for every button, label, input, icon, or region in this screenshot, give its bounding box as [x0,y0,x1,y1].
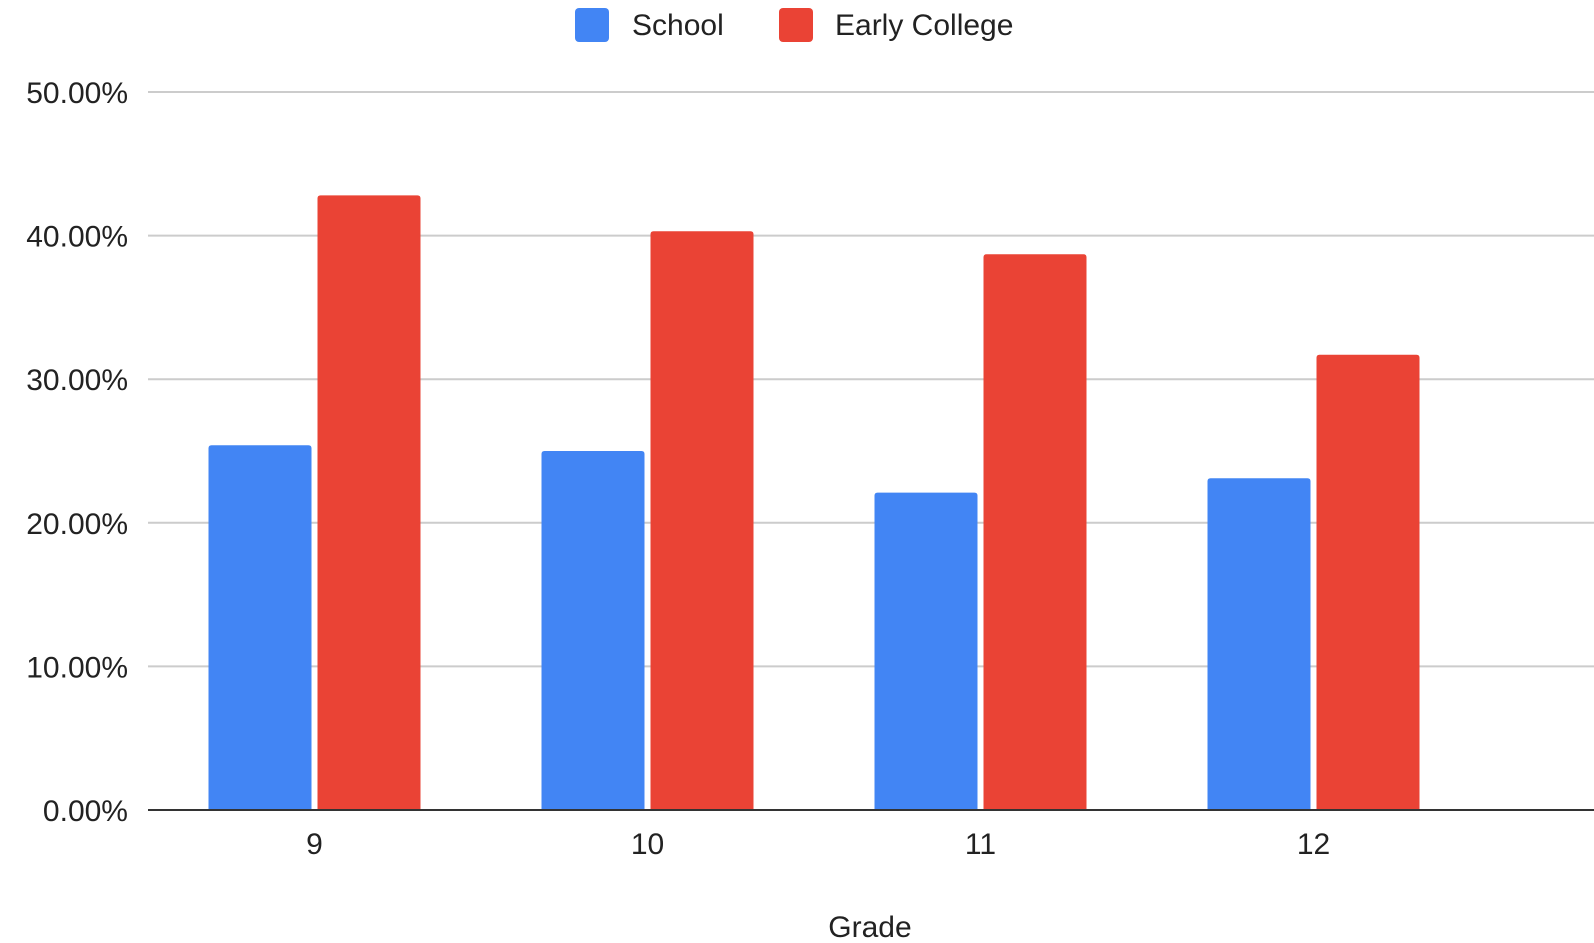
y-tick-label: 20.00% [26,508,128,541]
bar-school-10 [541,451,645,810]
y-tick-label: 30.00% [26,364,128,397]
legend-swatch-school [575,8,609,42]
y-tick-label: 50.00% [26,77,128,110]
bar-school-12 [1207,478,1311,810]
x-tick-label: 9 [306,828,323,861]
x-tick-label: 11 [965,828,996,861]
bar-early-college-10 [650,231,754,811]
bar-school-11 [874,492,978,810]
legend-swatch-early-college [779,8,813,42]
bar-early-college-12 [1316,354,1420,810]
x-tick-label: 10 [631,828,664,861]
y-tick-label: 40.00% [26,221,128,254]
y-axis-ticks: 0.00% 10.00% 20.00% 30.00% 40.00% 50.00% [26,77,128,828]
legend: School Early College [575,8,1013,42]
x-axis-ticks: 9 10 11 12 [306,828,1330,861]
bar-school-9 [208,445,312,810]
bar-early-college-11 [983,254,1087,810]
legend-label-early-college: Early College [835,9,1013,42]
bars [208,195,1420,811]
y-tick-label: 10.00% [26,651,128,684]
x-tick-label: 12 [1297,828,1330,861]
bar-early-college-9 [317,195,421,811]
y-tick-label: 0.00% [43,795,128,828]
legend-label-school: School [632,9,724,42]
x-axis-title: Grade [828,911,911,943]
